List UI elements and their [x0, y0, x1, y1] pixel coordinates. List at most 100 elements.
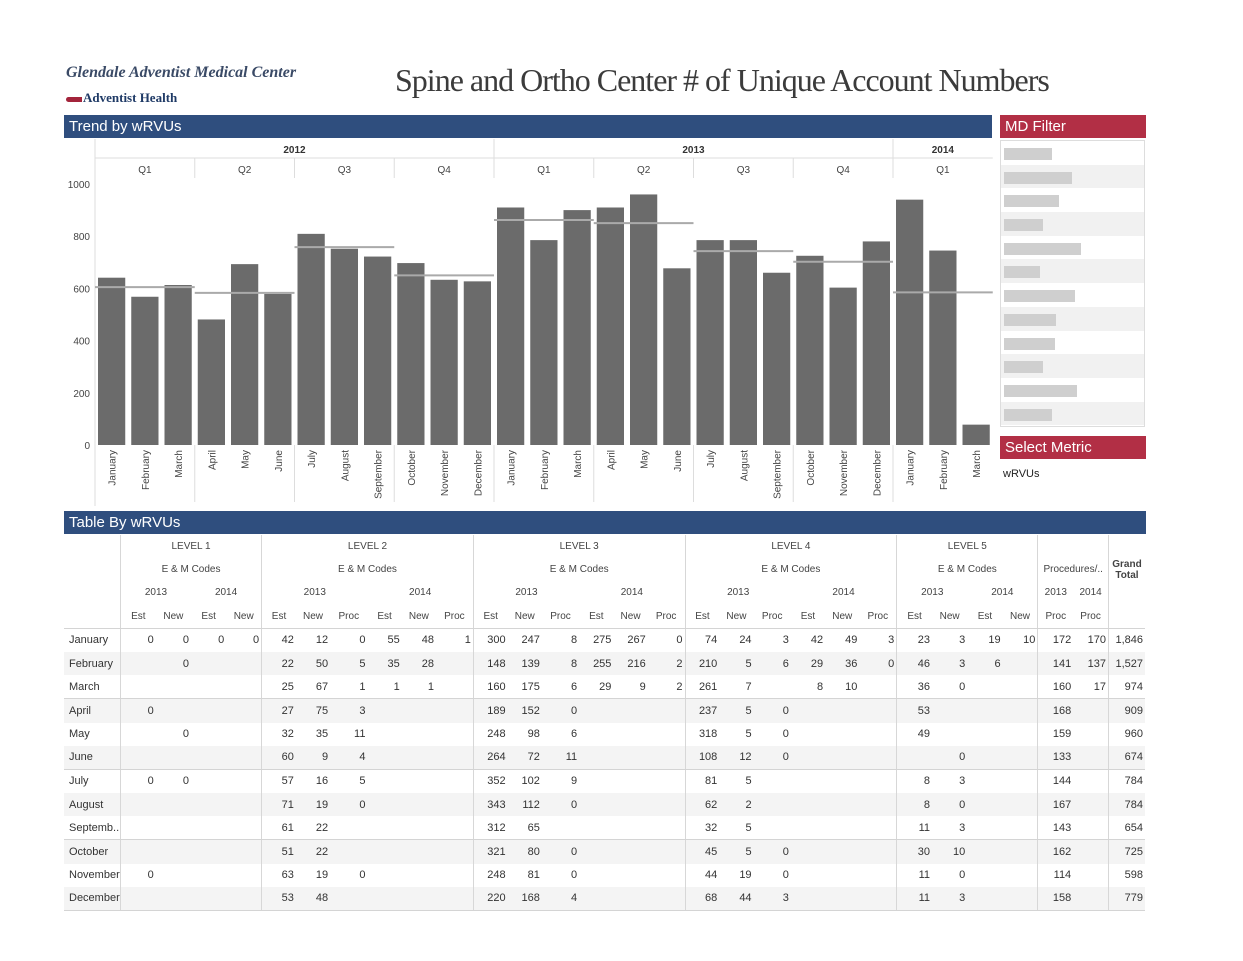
- table-cell: [1003, 864, 1038, 887]
- table-cell: 3: [959, 775, 966, 788]
- table-cell: [191, 816, 227, 841]
- table-cell: 133: [1037, 745, 1074, 770]
- table-cell: [402, 769, 436, 793]
- table-cell: 25: [261, 675, 296, 700]
- table-cell: [436, 723, 473, 746]
- table-cell: [859, 864, 896, 887]
- table-cell: 654: [1107, 816, 1145, 841]
- column-type-header: Proc: [753, 604, 791, 629]
- bar-march: [164, 285, 192, 445]
- metric-selector[interactable]: wRVUs: [1003, 468, 1040, 480]
- table-cell: 5: [359, 775, 366, 788]
- table-cell: [191, 769, 226, 793]
- table-cell: [1073, 769, 1108, 793]
- table-cell: [226, 675, 262, 700]
- table-row: February 0 22 50 5 35 28 148 139 8 255 216 2 210 5 6 29 3…: [64, 651, 1145, 676]
- month-tick-label: June: [673, 450, 684, 472]
- bar-january: [896, 199, 924, 445]
- y-tick-label: 1000: [68, 180, 91, 191]
- year-label: 2012: [283, 145, 306, 156]
- column-type-header: Proc: [541, 604, 580, 629]
- month-tick-label: September: [773, 449, 784, 499]
- table-cell: 0: [753, 839, 791, 864]
- month-tick-label: October: [407, 449, 418, 485]
- table-cell: 0: [182, 775, 190, 788]
- table-cell: [155, 793, 192, 817]
- md-filter-item[interactable]: [1001, 188, 1144, 212]
- md-filter-item[interactable]: [1001, 331, 1144, 355]
- table-cell: [401, 793, 436, 817]
- column-type-header: Est: [579, 604, 614, 629]
- table-cell: 42: [261, 628, 296, 652]
- table-cell: 3: [932, 886, 968, 911]
- table-cell: [932, 698, 968, 723]
- table-header-row: LEVEL 1 LEVEL 2 LEVEL 3 LEVEL 4 LEVEL 5 Grand…: [64, 535, 1145, 605]
- md-filter-item[interactable]: [1001, 164, 1144, 189]
- table-cell: [435, 793, 474, 817]
- table-cell: 29: [579, 675, 614, 700]
- table-cell: [753, 675, 791, 700]
- md-filter-item[interactable]: [1001, 401, 1144, 426]
- md-filter-item[interactable]: [1001, 378, 1144, 402]
- md-filter-item[interactable]: [1001, 141, 1144, 165]
- level-header: LEVEL 4: [684, 535, 897, 559]
- table-cell: 75: [295, 698, 331, 723]
- month-tick-label: June: [274, 450, 285, 472]
- table-cell: [790, 745, 826, 770]
- table-cell: [226, 651, 262, 676]
- month-tick-label: January: [108, 450, 119, 486]
- y-tick-label: 200: [73, 389, 90, 400]
- table-cell: [119, 839, 156, 864]
- month-cell: January: [69, 634, 109, 647]
- table-cell: 0: [119, 863, 156, 887]
- md-filter-bar: [1004, 361, 1044, 374]
- table-cell: [825, 839, 860, 864]
- table-header-row: Est New Est New Est New Proc Est New Proc Est New Pr…: [64, 604, 1145, 629]
- table-cell: [1002, 886, 1038, 911]
- md-filter-bar: [1004, 195, 1060, 208]
- table-cell: 168: [507, 886, 542, 911]
- column-type-header: New: [825, 604, 860, 629]
- table-cell: [435, 698, 474, 723]
- table-cell: [1002, 651, 1038, 676]
- column-type-header: Proc: [647, 604, 686, 629]
- table-cell: 17: [1073, 675, 1109, 700]
- table-cell: [825, 886, 860, 911]
- table-cell: [932, 723, 967, 746]
- md-filter-item[interactable]: [1001, 212, 1144, 236]
- year-header: 2013: [896, 581, 968, 605]
- table-cell: 158: [1037, 886, 1074, 911]
- table-cell: [647, 816, 686, 841]
- md-filter-item[interactable]: [1001, 354, 1144, 378]
- table-cell: 48: [421, 634, 434, 647]
- table-cell: [226, 793, 262, 817]
- md-filter-item[interactable]: [1001, 236, 1144, 260]
- level-header: LEVEL 1: [119, 535, 262, 559]
- table-cell: 53: [896, 698, 933, 723]
- md-filter-list[interactable]: [1000, 140, 1145, 427]
- bar-april: [197, 319, 225, 445]
- header-spacer: [1037, 535, 1109, 559]
- table-cell: 5: [745, 775, 752, 788]
- column-type-header: New: [401, 604, 436, 629]
- table-cell: 674: [1107, 745, 1145, 770]
- table-cell: 49: [896, 722, 933, 746]
- table-cell: [367, 816, 402, 841]
- table-cell: [825, 769, 859, 793]
- table-cell: 0: [359, 869, 366, 882]
- md-filter-item[interactable]: [1001, 283, 1144, 307]
- column-type-header: Est: [261, 604, 296, 629]
- table-cell: [367, 793, 402, 817]
- table-cell: 160: [472, 675, 508, 700]
- table-cell: [330, 839, 368, 864]
- bar-december: [862, 241, 890, 445]
- bar-march: [563, 210, 591, 445]
- bar-august: [330, 248, 358, 445]
- table-cell: [226, 745, 262, 770]
- month-tick-label: September: [374, 449, 385, 499]
- year-header: 2014: [620, 587, 643, 599]
- table-cell: 8: [790, 675, 826, 700]
- md-filter-item[interactable]: [1001, 306, 1144, 331]
- md-filter-item[interactable]: [1001, 259, 1144, 284]
- month-tick-label: May: [640, 450, 651, 469]
